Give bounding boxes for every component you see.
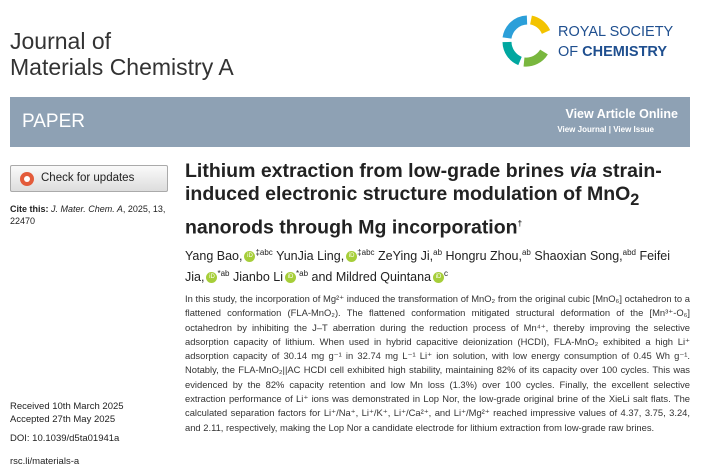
abstract: In this study, the incorporation of Mg²⁺… xyxy=(185,293,690,433)
cite-label: Cite this: xyxy=(10,204,49,214)
journal-title[interactable]: Journal of Materials Chemistry A xyxy=(10,28,234,80)
publisher-name: ROYAL SOCIETY xyxy=(558,24,674,40)
author-affiliation: ab xyxy=(433,248,443,257)
author-affiliation: *ab xyxy=(217,269,230,279)
article-title: Lithium extraction from low-grade brines… xyxy=(185,160,690,239)
button-label: Check for updates xyxy=(41,172,135,184)
title-part: † xyxy=(517,218,523,228)
title-part: Lithium extraction from low-grade brines xyxy=(185,160,570,182)
orcid-icon: iD xyxy=(206,272,218,284)
author-affiliation: ‡abc xyxy=(357,248,375,257)
author-affiliation: *ab xyxy=(296,269,309,279)
author-affiliation: ‡abc xyxy=(255,248,273,257)
author-name: ZeYing Ji, xyxy=(378,249,434,264)
title-part: nanorods through Mg incorporation xyxy=(185,216,518,239)
view-issue-link[interactable]: View Issue xyxy=(613,125,654,134)
publisher-name: OF CHEMISTRY xyxy=(558,44,667,60)
publisher-name: OF xyxy=(558,44,578,60)
author-name: Hongru Zhou, xyxy=(445,249,522,264)
view-journal-link[interactable]: View Journal xyxy=(557,125,607,134)
publisher-logo: ROYAL SOCIETY OF CHEMISTRY xyxy=(502,15,674,67)
doi[interactable]: DOI: 10.1039/d5ta01941a xyxy=(10,433,120,444)
publisher-name: CHEMISTRY xyxy=(582,44,667,60)
author-affiliation: c xyxy=(444,269,449,279)
author-affiliation: ab xyxy=(521,248,531,257)
separator: | xyxy=(608,125,611,134)
author-name: Jianbo Li xyxy=(232,270,283,285)
orcid-icon: iD xyxy=(346,251,358,263)
update-icon xyxy=(20,172,34,186)
title-part: strain-induced electronic structure modu… xyxy=(185,160,662,205)
journal-links: View Journal | View Issue xyxy=(557,125,654,134)
authors: Yang Bao, iD ‡abc YunJia Ling, iD ‡abc ZeYin… xyxy=(185,244,690,286)
citation: Cite this: J. Mater. Chem. A, 2025, 13, … xyxy=(10,203,170,227)
view-article-link[interactable]: View Article Online xyxy=(565,107,678,121)
orcid-icon: iD xyxy=(433,272,445,284)
accepted: Accepted 27th May 2025 xyxy=(10,414,116,425)
journal-line: Materials Chemistry A xyxy=(10,54,234,80)
orcid-icon: iD xyxy=(285,272,296,284)
title-part: 2 xyxy=(630,190,640,209)
orcid-icon: iD xyxy=(244,251,256,263)
section-label: PAPER xyxy=(22,111,86,132)
author-name: Shaoxian Song, xyxy=(534,249,623,264)
author-name: YunJia Ling, xyxy=(276,249,345,264)
banner: PAPER View Article Online View Journal |… xyxy=(10,97,690,147)
check-updates-button[interactable]: Check for updates xyxy=(10,165,168,192)
journal-link[interactable]: rsc.li/materials-a xyxy=(10,456,80,467)
dates: Received 10th March 2025 Accepted 27th M… xyxy=(10,400,124,426)
author-name: and Mildred Quintana xyxy=(311,270,432,285)
cite-journal: J. Mater. Chem. A xyxy=(51,204,123,214)
author-name: Feifei Jia, xyxy=(185,249,671,285)
received: Received 10th March 2025 xyxy=(10,401,124,412)
journal-line: Journal of xyxy=(10,28,112,54)
author-name: Yang Bao, xyxy=(185,249,243,264)
cite-details: , 2025, 13, 22470 xyxy=(10,204,166,226)
author-affiliation: abd xyxy=(622,248,636,257)
title-part: via xyxy=(569,160,597,182)
